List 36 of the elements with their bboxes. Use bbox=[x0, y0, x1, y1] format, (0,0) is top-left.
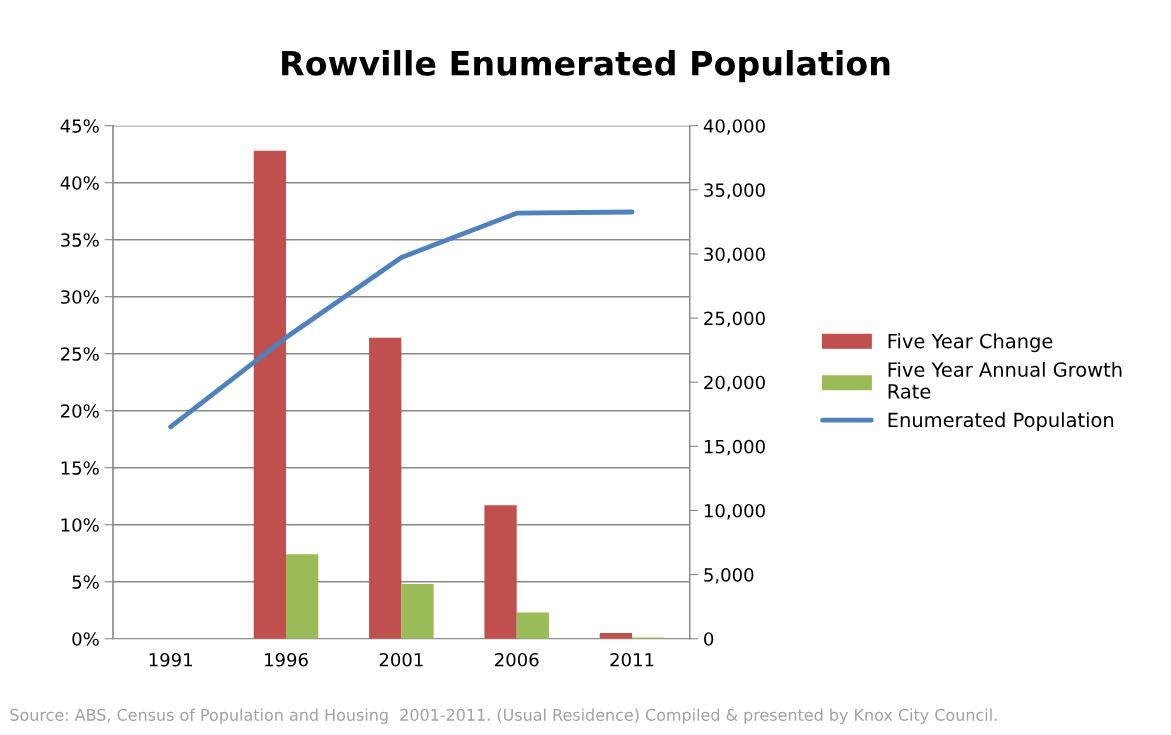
y2-tick-label: 30,000 bbox=[704, 247, 765, 263]
y2-tick-label: 5,000 bbox=[704, 568, 754, 584]
y-tick-label: 0% bbox=[72, 632, 99, 646]
line-series bbox=[168, 209, 635, 430]
y2-tick-label: 25,000 bbox=[704, 311, 765, 328]
y-tick-label: 15% bbox=[61, 461, 99, 475]
x-tick-label: 1996 bbox=[265, 652, 308, 667]
y2-tick-label: 35,000 bbox=[704, 183, 765, 199]
legend-label: Five Year Change bbox=[888, 333, 1053, 353]
source-note: Source: ABS, Census of Population and Housing 2001-2011. (Usual Residence) Compiled & presented by Knox City Council. bbox=[10, 708, 997, 724]
y-tick-label: 20% bbox=[61, 404, 99, 418]
legend-label: Five Year Annual Growth Rate bbox=[888, 361, 1122, 399]
legend-label: Enumerated Population bbox=[888, 412, 1114, 432]
y-tick-label: 10% bbox=[61, 518, 99, 532]
y-tick-label: 45% bbox=[60, 119, 99, 133]
bar bbox=[401, 583, 434, 639]
bar bbox=[516, 612, 549, 639]
x-tick-label: 2006 bbox=[495, 652, 539, 667]
y-tick-label: 25% bbox=[61, 347, 99, 361]
y2-tick-label: 0 bbox=[704, 632, 714, 646]
y-tick-label: 40% bbox=[60, 176, 99, 190]
y2-tick-label: 10,000 bbox=[704, 503, 765, 520]
y2-tick-label: 20,000 bbox=[704, 375, 765, 392]
bar bbox=[369, 337, 402, 639]
y-tick-label: 30% bbox=[61, 290, 99, 304]
y-tick-label: 5% bbox=[72, 575, 99, 589]
y2-tick-label: 40,000 bbox=[703, 119, 765, 135]
y-tick-label: 35% bbox=[61, 233, 99, 247]
bar bbox=[253, 150, 287, 639]
bar bbox=[286, 554, 319, 639]
bar bbox=[484, 505, 517, 639]
x-tick-label: 2001 bbox=[379, 652, 423, 667]
chart-title: Rowville Enumerated Population bbox=[282, 50, 890, 83]
x-tick-label: 2011 bbox=[610, 652, 654, 667]
y2-tick-label: 15,000 bbox=[704, 439, 765, 456]
x-tick-label: 1991 bbox=[149, 652, 192, 667]
